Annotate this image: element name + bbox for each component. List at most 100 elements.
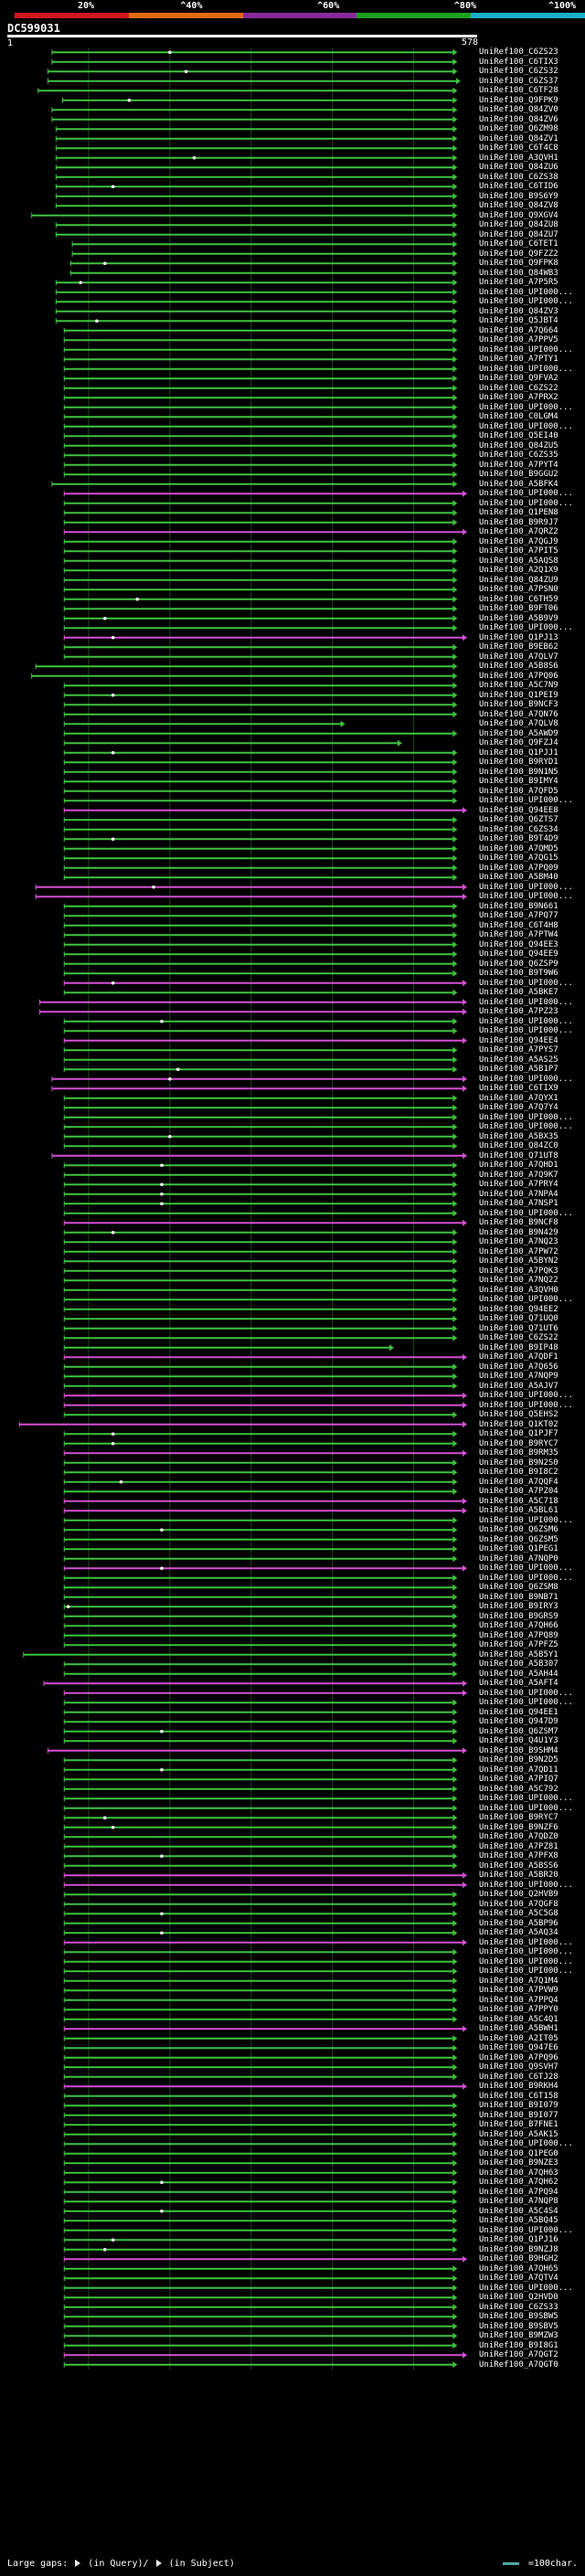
hit-label[interactable]: UniRef100_Q947D9 bbox=[479, 1717, 558, 1726]
hit-label[interactable]: UniRef100_A7QLV7 bbox=[479, 652, 558, 662]
hit-label[interactable]: UniRef100_UPI000... bbox=[479, 882, 573, 892]
hit-label[interactable]: UniRef100_A7NSP1 bbox=[479, 1199, 558, 1208]
hit-label[interactable]: UniRef100_UPI000... bbox=[479, 892, 573, 901]
hit-label[interactable]: UniRef100_Q94EE3 bbox=[479, 939, 558, 949]
hit-label[interactable]: UniRef100_B9NCF8 bbox=[479, 1218, 558, 1227]
hit-label[interactable]: UniRef100_A5BSS6 bbox=[479, 1860, 558, 1871]
hit-label[interactable]: UniRef100_Q84ZV1 bbox=[479, 133, 558, 143]
hit-label[interactable]: UniRef100_A7PFZ5 bbox=[479, 1640, 558, 1649]
hit-label[interactable]: UniRef100_A7PYS7 bbox=[479, 1045, 558, 1055]
hit-label[interactable]: UniRef100_A7PPQ4 bbox=[479, 1995, 558, 2005]
hit-label[interactable]: UniRef100_A7PZ81 bbox=[479, 1841, 558, 1851]
hit-label[interactable]: UniRef100_UPI000... bbox=[479, 1688, 573, 1698]
hit-label[interactable]: UniRef100_B9T9W6 bbox=[479, 969, 558, 978]
hit-label[interactable]: UniRef100_A5B307 bbox=[479, 1659, 558, 1669]
hit-label[interactable]: UniRef100_B9IP48 bbox=[479, 1342, 558, 1352]
hit-label[interactable]: UniRef100_A7QH66 bbox=[479, 1621, 558, 1630]
hit-label[interactable]: UniRef100_A5BKE7 bbox=[479, 988, 558, 997]
hit-label[interactable]: UniRef100_A7PSN0 bbox=[479, 585, 558, 594]
hit-label[interactable]: UniRef100_C6ZS32 bbox=[479, 67, 558, 76]
hit-label[interactable]: UniRef100_B9FT06 bbox=[479, 604, 558, 613]
hit-label[interactable]: UniRef100_A5BM40 bbox=[479, 873, 558, 882]
hit-label[interactable]: UniRef100_B9I079 bbox=[479, 2101, 558, 2110]
hit-label[interactable]: UniRef100_A7QYX1 bbox=[479, 1093, 558, 1103]
hit-label[interactable]: UniRef100_B9N2D5 bbox=[479, 1755, 558, 1765]
hit-label[interactable]: UniRef100_UPI000... bbox=[479, 2225, 573, 2235]
hit-label[interactable]: UniRef100_B9NZJ8 bbox=[479, 2244, 558, 2254]
hit-label[interactable]: UniRef100_A7P5R5 bbox=[479, 278, 558, 287]
hit-label[interactable]: UniRef100_A5AS25 bbox=[479, 1055, 558, 1065]
hit-label[interactable]: UniRef100_C6ZS22 bbox=[479, 383, 558, 393]
hit-label[interactable]: UniRef100_C6ZS33 bbox=[479, 2302, 558, 2312]
hit-label[interactable]: UniRef100_Q94EE2 bbox=[479, 1304, 558, 1314]
hit-label[interactable]: UniRef100_UPI000... bbox=[479, 297, 573, 306]
hit-label[interactable]: UniRef100_A7PFX8 bbox=[479, 1851, 558, 1860]
hit-label[interactable]: UniRef100_A7Q656 bbox=[479, 1362, 558, 1372]
hit-label[interactable]: UniRef100_A7QH65 bbox=[479, 2263, 558, 2274]
hit-label[interactable]: UniRef100_Q6ZSM5 bbox=[479, 1534, 558, 1544]
hit-label[interactable]: UniRef100_Q94EE8 bbox=[479, 805, 558, 815]
hit-label[interactable]: UniRef100_A5B9V9 bbox=[479, 613, 558, 623]
hit-label[interactable]: UniRef100_A7PQK3 bbox=[479, 1266, 558, 1276]
hit-label[interactable]: UniRef100_Q947E6 bbox=[479, 2043, 558, 2052]
hit-label[interactable]: UniRef100_A7PIT5 bbox=[479, 546, 558, 556]
hit-label[interactable]: UniRef100_UPI000... bbox=[479, 997, 573, 1007]
hit-label[interactable]: UniRef100_Q84ZU7 bbox=[479, 229, 558, 239]
hit-label[interactable]: UniRef100_UPI000... bbox=[479, 1966, 573, 1976]
hit-label[interactable]: UniRef100_B9NZE3 bbox=[479, 2158, 558, 2168]
hit-label[interactable]: UniRef100_UPI000... bbox=[479, 1880, 573, 1890]
hit-label[interactable]: UniRef100_A7QH63 bbox=[479, 2168, 558, 2178]
hit-label[interactable]: UniRef100_B9SHM4 bbox=[479, 1745, 558, 1755]
hit-label[interactable]: UniRef100_Q2HVD0 bbox=[479, 2293, 558, 2302]
hit-label[interactable]: UniRef100_A7PQ94 bbox=[479, 2187, 558, 2197]
hit-label[interactable]: UniRef100_A7QTV4 bbox=[479, 2274, 558, 2283]
hit-label[interactable]: UniRef100_Q84ZU9 bbox=[479, 575, 558, 585]
hit-label[interactable]: UniRef100_A7QQF4 bbox=[479, 1477, 558, 1487]
hit-label[interactable]: UniRef100_A7PVW9 bbox=[479, 1986, 558, 1995]
hit-label[interactable]: UniRef100_A5B8S6 bbox=[479, 662, 558, 671]
hit-label[interactable]: UniRef100_A7QGT0 bbox=[479, 2359, 558, 2369]
hit-label[interactable]: UniRef100_Q6ZM98 bbox=[479, 124, 558, 133]
hit-label[interactable]: UniRef100_A5B1P7 bbox=[479, 1065, 558, 1074]
hit-label[interactable]: UniRef100_A5C4Q1 bbox=[479, 2014, 558, 2024]
hit-label[interactable]: UniRef100_Q84ZV0 bbox=[479, 105, 558, 114]
hit-label[interactable]: UniRef100_Q1PJ16 bbox=[479, 2235, 558, 2244]
hit-label[interactable]: UniRef100_Q9FZZ2 bbox=[479, 249, 558, 259]
hit-label[interactable]: UniRef100_Q84ZV8 bbox=[479, 201, 558, 210]
hit-label[interactable]: UniRef100_UPI000... bbox=[479, 1112, 573, 1122]
hit-label[interactable]: UniRef100_A7PTW4 bbox=[479, 930, 558, 939]
hit-label[interactable]: UniRef100_C6ZS34 bbox=[479, 824, 558, 834]
hit-label[interactable]: UniRef100_B9N1N5 bbox=[479, 767, 558, 777]
hit-label[interactable]: UniRef100_UPI000... bbox=[479, 1208, 573, 1218]
hit-label[interactable]: UniRef100_B9RYD1 bbox=[479, 758, 558, 767]
hit-label[interactable]: UniRef100_Q5EHS2 bbox=[479, 1410, 558, 1419]
hit-label[interactable]: UniRef100_Q1PJF7 bbox=[479, 1429, 558, 1438]
hit-label[interactable]: UniRef100_A5AQ34 bbox=[479, 1928, 558, 1937]
hit-label[interactable]: UniRef100_B9RM35 bbox=[479, 1448, 558, 1458]
hit-label[interactable]: UniRef100_UPI000... bbox=[479, 2139, 573, 2148]
hit-label[interactable]: UniRef100_Q9FPK8 bbox=[479, 259, 558, 268]
hit-label[interactable]: UniRef100_UPI000... bbox=[479, 1573, 573, 1583]
hit-label[interactable]: UniRef100_A7PIQ7 bbox=[479, 1775, 558, 1784]
hit-label[interactable]: UniRef100_Q1PEN8 bbox=[479, 508, 558, 517]
hit-label[interactable]: UniRef100_C6TJ28 bbox=[479, 2072, 558, 2082]
hit-label[interactable]: UniRef100_C6TF28 bbox=[479, 86, 558, 95]
hit-label[interactable]: UniRef100_B9NZF6 bbox=[479, 1822, 558, 1832]
hit-label[interactable]: UniRef100_B9T4D9 bbox=[479, 834, 558, 843]
hit-label[interactable]: UniRef100_B9RKH4 bbox=[479, 2082, 558, 2091]
hit-label[interactable]: UniRef100_A5C792 bbox=[479, 1784, 558, 1794]
hit-label[interactable]: UniRef100_B9HGH2 bbox=[479, 2254, 558, 2263]
hit-label[interactable]: UniRef100_A3QVH1 bbox=[479, 153, 558, 163]
hit-label[interactable]: UniRef100_Q84ZU6 bbox=[479, 163, 558, 172]
hit-label[interactable]: UniRef100_UPI000... bbox=[479, 1515, 573, 1525]
hit-label[interactable]: UniRef100_A7NQP0 bbox=[479, 1553, 558, 1564]
hit-label[interactable]: UniRef100_C6TIX9 bbox=[479, 1084, 558, 1093]
hit-label[interactable]: UniRef100_UPI000... bbox=[479, 1564, 573, 1573]
hit-label[interactable]: UniRef100_Q84ZV6 bbox=[479, 114, 558, 124]
hit-label[interactable]: UniRef100_A7QG15 bbox=[479, 853, 558, 863]
hit-label[interactable]: UniRef100_Q71UQ0 bbox=[479, 1314, 558, 1323]
hit-label[interactable]: UniRef100_A5BR20 bbox=[479, 1871, 558, 1880]
hit-label[interactable]: UniRef100_Q84ZU5 bbox=[479, 440, 558, 451]
hit-label[interactable]: UniRef100_A7QGJ9 bbox=[479, 536, 558, 546]
hit-label[interactable]: UniRef100_UPI000... bbox=[479, 1698, 573, 1707]
